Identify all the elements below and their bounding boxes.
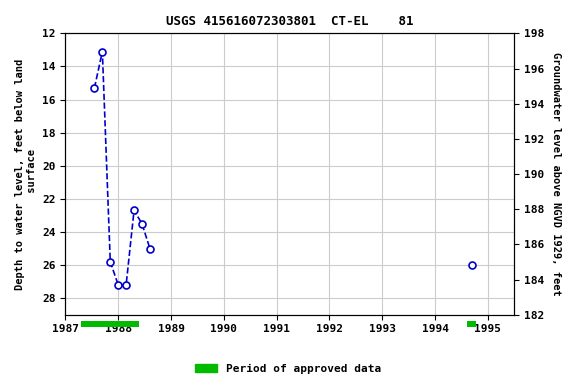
- Legend: Period of approved data: Period of approved data: [191, 359, 385, 379]
- Bar: [81, 321, 139, 327]
- Y-axis label: Groundwater level above NGVD 1929, feet: Groundwater level above NGVD 1929, feet: [551, 52, 561, 296]
- Y-axis label: Depth to water level, feet below land
 surface: Depth to water level, feet below land su…: [15, 58, 37, 290]
- Bar: [467, 321, 476, 327]
- Title: USGS 415616072303801  CT-EL    81: USGS 415616072303801 CT-EL 81: [166, 15, 414, 28]
